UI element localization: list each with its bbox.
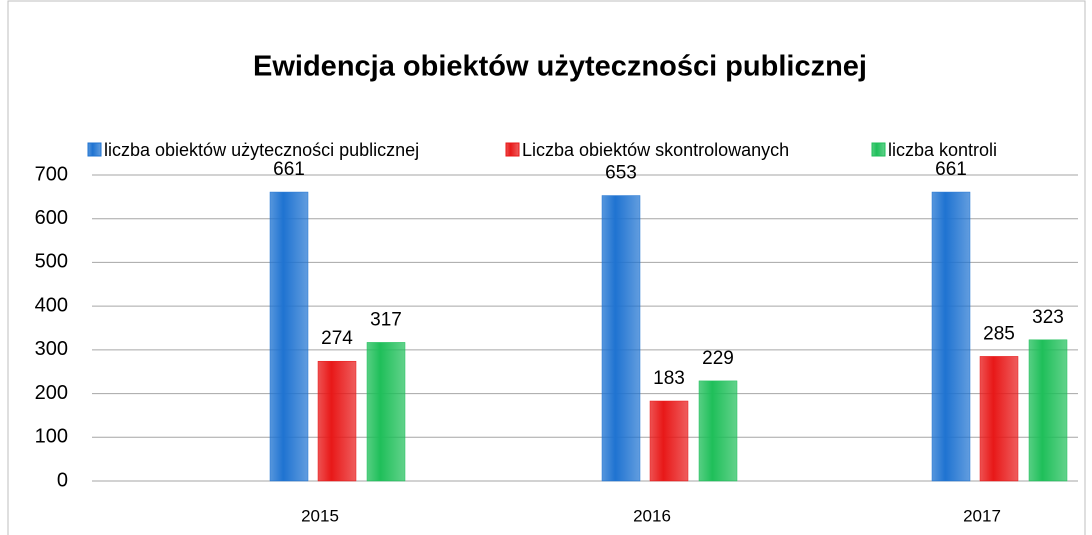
legend-swatch (871, 142, 886, 157)
value-label: 183 (653, 368, 685, 389)
y-tick-label: 100 (35, 426, 68, 448)
legend-label: liczba kontroli (888, 140, 997, 160)
bar (979, 356, 1019, 482)
bar (698, 380, 738, 482)
bar (366, 342, 406, 482)
y-tick-label: 200 (35, 382, 68, 404)
y-tick-label: 700 (35, 163, 68, 185)
chart-border (7, 0, 1086, 535)
value-label: 323 (1032, 307, 1064, 328)
bar (931, 191, 971, 482)
value-label: 285 (983, 323, 1015, 344)
legend-swatch (505, 142, 520, 157)
y-tick-label: 300 (35, 338, 68, 360)
bar (649, 400, 689, 482)
value-label: 661 (935, 159, 967, 180)
value-label: 274 (321, 328, 353, 349)
value-label: 229 (702, 348, 734, 369)
bar (269, 191, 309, 482)
y-tick-label: 500 (35, 251, 68, 273)
value-label: 317 (370, 309, 402, 330)
x-tick-label: 2015 (301, 506, 339, 525)
y-tick-label: 0 (57, 469, 68, 491)
bar (1028, 339, 1068, 482)
x-tick-label: 2016 (633, 506, 671, 525)
chart-title: Ewidencja obiektów użyteczności publiczn… (253, 51, 867, 83)
legend-swatch (87, 142, 102, 157)
y-tick-label: 600 (35, 207, 68, 229)
y-tick-label: 400 (35, 294, 68, 316)
value-label: 653 (605, 163, 637, 184)
x-tick-label: 2017 (963, 506, 1001, 525)
value-label: 661 (273, 159, 305, 180)
legend-label: liczba obiektów użyteczności publicznej (104, 140, 419, 160)
legend-label: Liczba obiektów skontrolowanych (522, 140, 789, 160)
bar (317, 360, 357, 482)
bar (601, 195, 641, 482)
